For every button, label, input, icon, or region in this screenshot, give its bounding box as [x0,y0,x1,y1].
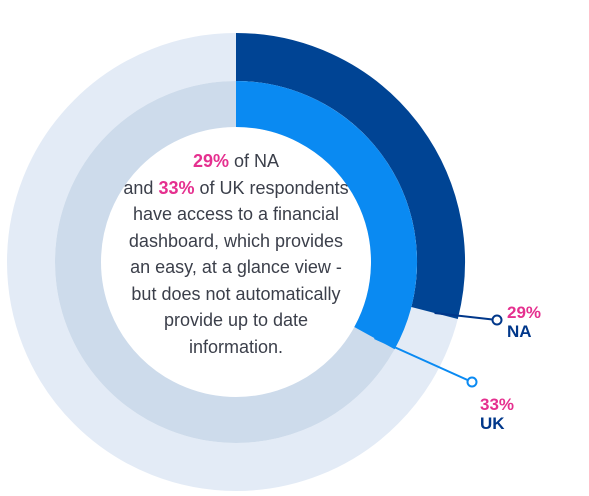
uk-leader-dot [466,376,478,388]
center-line-4: dashboard, which provides [128,230,344,251]
center-line-2-text: of UK respondents [194,177,349,198]
center-line-7: provide up to date [163,310,309,330]
uk-series-label: UK [480,414,505,433]
na-series-label: NA [507,322,532,341]
uk-leader-line [374,337,473,383]
callouts: 29% NA 33% UK [374,303,541,433]
center-line-2-prefix: and [123,177,159,198]
uk-percentage: 33% [158,177,195,198]
center-line-6: but does not automatically [131,283,341,304]
center-line-8: information. [188,336,284,357]
center-line-3: have access to a financial [132,204,340,224]
inner-ring-arc-uk [235,81,417,350]
center-line-1: 29% of NA [96,148,376,175]
na-leader-dot [491,314,503,326]
uk-value-label: 33% [480,395,514,414]
na-percentage: 29% [192,151,229,171]
center-description: 29% of NA and 33% of UK respondents have… [96,148,376,360]
donut-rings [7,33,465,491]
outer-ring-arc-na [235,33,465,319]
na-leader-line [434,311,498,321]
center-line-1-text: of NA [229,151,280,171]
center-line-2: and 33% of UK respondents [96,175,376,202]
na-value-label: 29% [507,303,541,322]
center-line-5: an easy, at a glance view - [130,257,342,277]
